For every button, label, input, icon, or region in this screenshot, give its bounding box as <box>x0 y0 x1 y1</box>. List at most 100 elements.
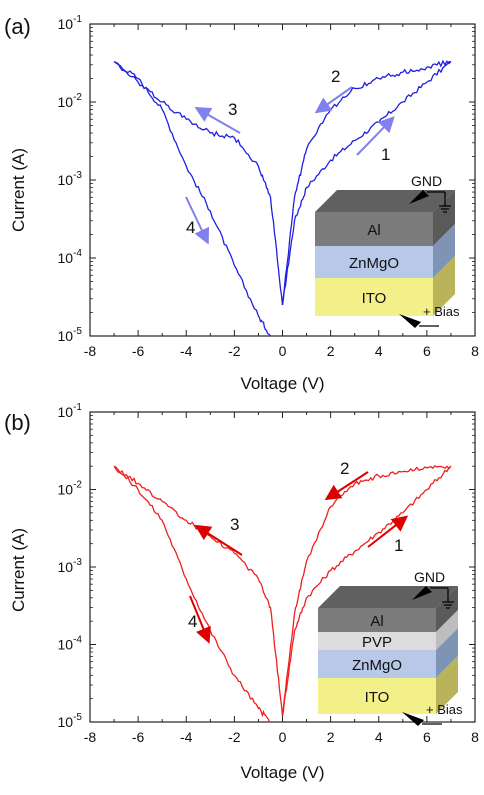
x-tick-label: 0 <box>279 343 287 359</box>
x-tick-label: 4 <box>375 343 383 359</box>
y-tick-base: 10 <box>58 714 74 730</box>
sweep-number-2: 2 <box>340 459 349 478</box>
y-tick-label: 10-4 <box>58 248 83 266</box>
device-layer-label-ito: ITO <box>362 290 387 307</box>
gnd-label: GND <box>411 173 442 189</box>
device-layer-al <box>318 608 436 632</box>
y-tick-exponent: -4 <box>73 635 82 646</box>
x-tick-label: -4 <box>180 343 193 359</box>
x-tick-label: 4 <box>375 729 383 745</box>
sweep-number-1: 1 <box>381 145 390 164</box>
sweep-number-1: 1 <box>394 536 403 555</box>
bias-probe <box>402 712 424 726</box>
device-layer-side-znmgo <box>433 224 455 278</box>
gnd-probe <box>409 190 429 204</box>
x-tick-label: -2 <box>228 343 241 359</box>
device-layer-side-ito <box>433 256 455 316</box>
device-layer-label-al: Al <box>367 222 380 239</box>
sweep-arrow-2 <box>324 471 369 501</box>
device-layer-side-pvp <box>436 610 458 650</box>
y-tick-exponent: -4 <box>73 248 82 259</box>
gnd-probe <box>412 586 432 600</box>
sweep-arrow-4 <box>185 196 210 245</box>
sweep-arrow-3 <box>194 524 243 556</box>
sweep-number-3: 3 <box>230 515 239 534</box>
device-layer-side-ito <box>436 656 458 714</box>
y-tick-exponent: -1 <box>73 14 82 25</box>
bias-label: + Bias <box>426 702 463 717</box>
y-axis-label: Current (A) <box>9 528 28 612</box>
device-layer-label-znmgo: ZnMgO <box>352 657 402 674</box>
y-tick-label: 10-3 <box>58 170 83 188</box>
x-tick-label: 8 <box>471 729 479 745</box>
y-tick-label: 10-3 <box>58 557 83 575</box>
y-tick-base: 10 <box>58 16 74 32</box>
x-axis-label: Voltage (V) <box>240 374 324 393</box>
device-layer-ito <box>315 278 433 316</box>
y-tick-base: 10 <box>58 94 74 110</box>
bias-label: + Bias <box>423 304 460 319</box>
y-tick-base: 10 <box>58 404 74 420</box>
y-tick-label: 10-1 <box>58 402 83 420</box>
device-stack-inset: Al PVP ZnMgO ITO GND + Bias <box>318 569 463 726</box>
y-tick-label: 10-5 <box>58 326 83 344</box>
device-layer-label-ito: ITO <box>365 689 390 706</box>
device-layer-al <box>315 212 433 246</box>
sweep-arrow-2 <box>314 86 353 114</box>
sweep-number-2: 2 <box>331 67 340 86</box>
device-layer-side-al <box>433 190 455 246</box>
device-top-face <box>315 190 455 212</box>
device-top-face <box>318 586 458 608</box>
x-tick-label: 2 <box>327 729 335 745</box>
y-tick-label: 10-4 <box>58 635 83 653</box>
x-tick-label: -8 <box>84 729 97 745</box>
device-layer-label-al: Al <box>370 613 383 630</box>
device-layer-side-al <box>436 586 458 632</box>
device-layer-ito <box>318 678 436 714</box>
y-tick-exponent: -2 <box>73 92 82 103</box>
device-layer-side-znmgo <box>436 628 458 678</box>
sweep-number-4: 4 <box>186 218 195 237</box>
x-tick-label: 2 <box>327 343 335 359</box>
series-line-sweep-1 <box>281 465 452 717</box>
bias-probe <box>399 314 421 328</box>
series-line-sweep-1 <box>281 60 451 306</box>
y-tick-base: 10 <box>58 328 74 344</box>
x-tick-label: 0 <box>279 729 287 745</box>
x-tick-label: 6 <box>423 343 431 359</box>
chart-panel-b: (b)-8 -6 -4 -2 0 2 4 6 810-510-410-310-210-1Volt… <box>4 402 479 782</box>
y-tick-exponent: -3 <box>73 170 82 181</box>
sweep-number-4: 4 <box>188 612 197 631</box>
y-tick-label: 10-5 <box>58 712 83 730</box>
y-tick-base: 10 <box>58 482 74 498</box>
series-line-sweep-3 <box>113 60 284 306</box>
y-tick-base: 10 <box>58 637 74 653</box>
x-tick-label: -6 <box>132 729 145 745</box>
x-tick-label: -4 <box>180 729 193 745</box>
sweep-arrow-4 <box>189 595 211 644</box>
x-axis-label: Voltage (V) <box>240 763 324 782</box>
device-layer-znmgo <box>318 650 436 678</box>
x-tick-label: 6 <box>423 729 431 745</box>
x-tick-label: -8 <box>84 343 97 359</box>
sweep-number-3: 3 <box>228 100 237 119</box>
y-tick-base: 10 <box>58 250 74 266</box>
x-tick-label: 8 <box>471 343 479 359</box>
y-tick-exponent: -5 <box>73 326 82 337</box>
device-layer-label-znmgo: ZnMgO <box>349 255 399 272</box>
y-tick-label: 10-2 <box>58 480 83 498</box>
chart-panel-a: (a)-8 -6 -4 -2 0 2 4 6 810-510-410-310-210-1Volt… <box>4 14 479 393</box>
series-line-sweep-4 <box>113 61 272 336</box>
y-tick-label: 10-2 <box>58 92 83 110</box>
device-layer-label-pvp: PVP <box>362 634 392 651</box>
sweep-arrow-1 <box>367 515 409 548</box>
x-tick-label: -2 <box>228 729 241 745</box>
device-layer-znmgo <box>315 246 433 278</box>
sweep-arrow-1 <box>356 116 395 156</box>
gnd-label: GND <box>414 569 445 585</box>
sweep-arrow-3 <box>194 107 241 134</box>
device-stack-inset: Al ZnMgO ITO GND + Bias <box>315 173 460 328</box>
y-tick-base: 10 <box>58 559 74 575</box>
y-tick-base: 10 <box>58 172 74 188</box>
